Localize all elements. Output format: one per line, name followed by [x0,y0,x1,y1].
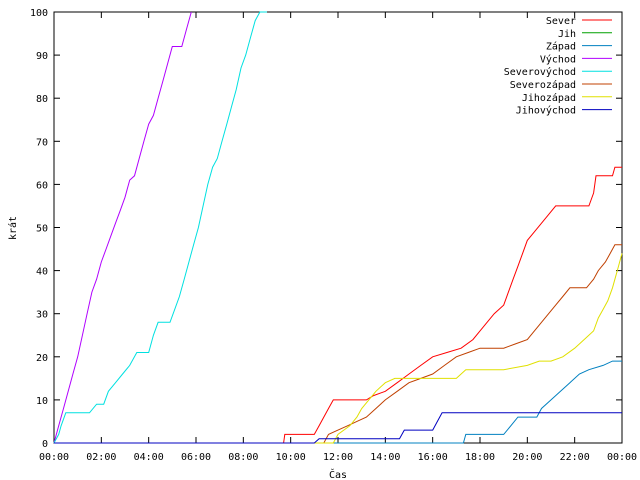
x-axis-title: Čas [329,468,347,480]
y-axis-title: krát [7,216,19,240]
legend-label: Jihozápad [522,92,576,104]
x-tick-label: 10:00 [276,452,306,463]
legend-label: Severovýchod [504,66,576,78]
series-line-západ [54,360,622,444]
y-tick-label: 10 [36,396,48,407]
x-tick-label: 20:00 [512,452,542,463]
legend-label: Jih [558,29,576,40]
legend: Sever JihZápadVýchodSeverovýchodSeverozáp… [504,16,612,117]
series-line-jihozápad [54,253,623,444]
x-tick-label: 18:00 [465,452,495,463]
series-line-sever [54,166,622,444]
x-tick-label: 00:00 [39,452,69,463]
x-tick-label: 02:00 [86,452,116,463]
x-tick-label: 16:00 [418,452,448,463]
y-tick-label: 80 [36,94,48,105]
y-tick-label: 20 [36,353,48,364]
x-tick-label: 06:00 [181,452,211,463]
y-tick-label: 40 [36,267,48,278]
legend-label: Severozápad [510,79,576,91]
legend-label: Sever [546,16,576,27]
x-tick-label: 00:00 [607,452,637,463]
x-tick-label: 04:00 [134,452,164,463]
y-tick-label: 70 [36,137,48,148]
x-tick-label: 12:00 [323,452,353,463]
y-tick-label: 100 [30,8,48,19]
series-line-severozápad [54,244,622,444]
legend-label: Západ [546,41,576,53]
y-tick-label: 60 [36,180,48,191]
y-tick-label: 90 [36,51,48,62]
y-tick-label: 0 [42,439,48,450]
series-line-severovýchod [53,11,267,444]
legend-label: Jihovýchod [516,105,576,117]
series-line-jihovýchod [54,412,622,444]
x-tick-label: 22:00 [560,452,590,463]
y-tick-label: 30 [36,310,48,321]
x-tick-label: 14:00 [370,452,400,463]
axis-ticks: 0 10 20 30 40 50 60 70 80 90 100 00:00 02:00 04:00 06:… [30,8,637,463]
y-tick-label: 50 [36,224,48,235]
legend-label: Východ [540,53,576,65]
series-lines [53,11,623,444]
x-tick-label: 08:00 [228,452,258,463]
series-line-východ [53,11,192,444]
